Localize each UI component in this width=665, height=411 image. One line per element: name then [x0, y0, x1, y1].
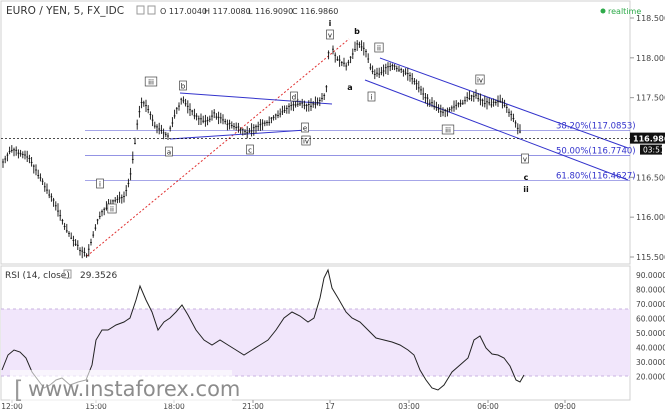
channel-upper-line[interactable]: [379, 57, 629, 149]
wave-label-plain: b: [354, 27, 360, 36]
wave-label-box[interactable]: [246, 144, 254, 155]
rsi-tick-label: 60.0000: [636, 315, 665, 324]
wave-label: iv: [477, 77, 483, 85]
ohlc-square-icon[interactable]: [136, 5, 145, 15]
current-price-tag: [630, 132, 665, 144]
wave-label: ii: [110, 206, 114, 214]
time-tick-label: 17: [325, 402, 335, 411]
current-price-group: 116.9860 03:51: [1, 132, 665, 155]
realtime-dot-icon: [600, 8, 606, 14]
wave-label-box[interactable]: [301, 122, 309, 133]
price-tick-label: 116.0000: [636, 213, 665, 222]
wave-label-box[interactable]: [367, 91, 376, 102]
realtime-label: realtime: [608, 7, 641, 16]
watermark-text: www.instaforex.com: [28, 377, 240, 401]
wave-label: v: [523, 156, 527, 164]
ohlc-o-value: O 117.0040: [160, 7, 207, 16]
time-tick-label: 15:00: [85, 402, 107, 411]
current-price-value: 116.9860: [633, 135, 665, 144]
wave-label-box[interactable]: [301, 135, 311, 146]
price-tick-label: 118.5000: [636, 14, 665, 23]
price-tick-label: 116.5000: [636, 173, 665, 182]
wave-label: a: [167, 149, 171, 157]
rsi-tick-label: 80.0000: [636, 286, 665, 295]
wave-label: iv: [303, 138, 309, 146]
fib-level-label: 61.80%(116.4627): [556, 171, 636, 181]
chart-drawings: 38.20%(117.0853) 50.00%(116.7740) 61.80%(1…: [85, 38, 636, 257]
time-tick-label: 21:00: [242, 402, 264, 411]
wave-label-box[interactable]: [326, 29, 334, 40]
price-panel[interactable]: [0, 0, 631, 265]
trend-diagonal[interactable]: [86, 38, 350, 257]
time-tick-label: 12:00: [1, 402, 23, 411]
watermark-bracket-text: [: [14, 376, 23, 404]
ohlc-h-value: H 117.0080: [204, 7, 251, 16]
wave-label-box[interactable]: [441, 124, 455, 135]
channel-lower-line[interactable]: [364, 79, 629, 181]
wave-label-plain: ii: [523, 185, 529, 194]
price-tick-label: 115.5000: [636, 253, 665, 262]
time-tick-label: 18:00: [163, 402, 185, 411]
rsi-title[interactable]: RSI (14, close): [5, 271, 70, 281]
wave-label-box[interactable]: [144, 76, 158, 87]
rsi-value: 29.3526: [80, 271, 117, 281]
ohlc-square-icon[interactable]: [147, 5, 156, 15]
fib-level-label: 50.00%(116.7740): [556, 147, 636, 157]
fib-level-label: 38.20%(117.0853): [556, 122, 636, 132]
wave-label-plain: a: [347, 83, 352, 92]
wave-label: d: [292, 94, 296, 102]
wave-label-box[interactable]: [521, 153, 529, 164]
price-tick-label: 117.5000: [636, 94, 665, 103]
wave-label: i: [371, 94, 373, 102]
wave-label-box[interactable]: [374, 42, 384, 53]
rsi-square-icon[interactable]: [63, 269, 72, 279]
wave-label: e: [303, 125, 307, 133]
symbol-title[interactable]: EURO / YEN, 5, FX_IDC: [6, 5, 124, 17]
wave-label-box[interactable]: [475, 74, 485, 85]
ohlc-c-value: C 116.9860: [292, 7, 338, 16]
rsi-tick-label: 40.0000: [636, 344, 665, 353]
wave-label: iii: [445, 127, 451, 135]
wave-label-plain: c: [524, 173, 529, 182]
wave-label-box[interactable]: [165, 146, 173, 157]
countdown-tag: [640, 144, 662, 155]
rsi-tick-label: 20.0000: [636, 373, 665, 382]
rsi-tick-label: 30.0000: [636, 358, 665, 367]
wave-label: v: [328, 32, 332, 40]
wave-label: ii: [377, 45, 381, 53]
watermark: [ www.instaforex.com: [10, 370, 240, 404]
wave-label-box[interactable]: [96, 178, 104, 189]
triangle-lower-line[interactable]: [169, 129, 307, 140]
wave-label: b: [181, 83, 186, 91]
wave-label-box[interactable]: [107, 203, 117, 214]
wave-label-box[interactable]: [179, 80, 187, 91]
wave-label: c: [248, 147, 252, 155]
wave-label-box[interactable]: [290, 91, 298, 102]
rsi-tick-label: 90.0000: [636, 271, 665, 280]
rsi-tick-label: 70.0000: [636, 300, 665, 309]
time-tick-label: 03:00: [398, 402, 420, 411]
price-tick-label: 118.0000: [636, 54, 665, 63]
ohlc-l-value: L 116.9090: [248, 7, 293, 16]
rsi-overbought-oversold-band: [1, 309, 630, 376]
triangle-upper-line[interactable]: [179, 92, 333, 105]
wave-label: i: [99, 181, 101, 189]
price-series: [2, 31, 521, 259]
countdown-value: 03:51: [643, 146, 665, 155]
time-tick-label: 06:00: [477, 402, 499, 411]
time-tick-label: 09:00: [554, 402, 576, 411]
rsi-tick-label: 50.0000: [636, 329, 665, 338]
wave-label: iii: [148, 79, 154, 87]
wave-label-plain: i: [329, 19, 332, 28]
rsi-axis[interactable]: 90.0000 80.0000 70.0000 60.0000 50.0000 40.00…: [636, 271, 665, 382]
